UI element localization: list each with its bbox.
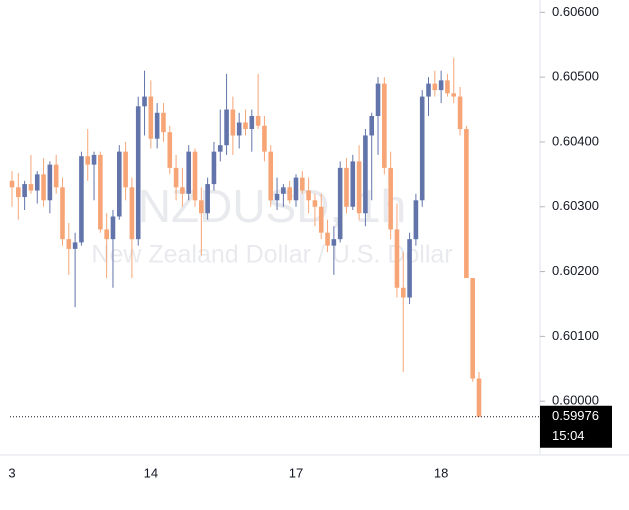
- candle-body: [28, 184, 34, 191]
- candle-body: [394, 229, 400, 288]
- candle-body: [167, 132, 173, 168]
- candle-body: [268, 151, 274, 201]
- candle-body: [79, 156, 84, 243]
- candle-body: [451, 93, 457, 97]
- y-tick-label: 0.60000: [552, 393, 599, 408]
- candle-body: [274, 193, 280, 201]
- candle-body: [476, 378, 482, 417]
- candle-body: [186, 151, 192, 194]
- candle-body: [419, 96, 425, 201]
- candle-body: [180, 187, 185, 194]
- last-price-box: [540, 405, 612, 448]
- candle-body: [255, 116, 261, 126]
- last-price-label: 0.59976: [552, 408, 599, 423]
- candle-body: [318, 206, 324, 233]
- candle-body: [60, 187, 65, 240]
- candle-body: [135, 106, 141, 240]
- candle-body: [445, 80, 450, 94]
- candle-body: [369, 116, 375, 136]
- candle-body: [110, 216, 116, 240]
- candle-body: [356, 161, 362, 214]
- candle-body: [382, 83, 387, 168]
- y-tick-label: 0.60400: [552, 133, 599, 148]
- candle-body: [281, 187, 286, 194]
- candle-body: [299, 177, 305, 191]
- candle-body: [217, 145, 223, 152]
- candle-body: [34, 174, 40, 191]
- countdown-label: 15:04: [552, 428, 585, 443]
- y-tick-label: 0.60500: [552, 69, 599, 84]
- candle-body: [262, 125, 267, 152]
- candle-body: [47, 164, 53, 201]
- candle-body: [230, 109, 236, 136]
- candle-body: [85, 156, 91, 165]
- candle-body: [91, 154, 97, 165]
- candle-body: [438, 80, 444, 91]
- candle-body: [173, 167, 179, 188]
- candle-body: [249, 116, 255, 129]
- candle-body: [457, 96, 463, 129]
- candle-body: [53, 164, 59, 188]
- candle-body: [16, 187, 21, 198]
- candle-body: [413, 200, 419, 240]
- x-tick-label: 17: [289, 465, 303, 480]
- candle-body: [129, 187, 135, 240]
- candle-body: [400, 287, 406, 298]
- candle-body: [224, 109, 229, 146]
- candle-body: [41, 174, 46, 201]
- candle-body: [306, 190, 311, 201]
- candle-body: [22, 184, 27, 198]
- candle-body: [72, 242, 78, 249]
- y-tick-label: 0.60600: [552, 4, 599, 19]
- candle-body: [148, 96, 154, 139]
- candle-body: [331, 239, 337, 246]
- candle-body: [104, 229, 109, 240]
- candle-body: [344, 167, 349, 207]
- candle-body: [161, 112, 166, 133]
- candle-body: [116, 151, 122, 217]
- y-tick-label: 0.60200: [552, 263, 599, 278]
- candle-body: [98, 154, 103, 230]
- watermark-subtitle: New Zealand Dollar / U.S. Dollar: [91, 241, 452, 269]
- candle-body: [236, 122, 242, 136]
- candle-body: [388, 167, 393, 230]
- y-tick-label: 0.60300: [552, 198, 599, 213]
- candle-body: [470, 278, 475, 379]
- candle-body: [464, 128, 469, 279]
- y-tick-label: 0.60100: [552, 328, 599, 343]
- candle-body: [375, 83, 381, 117]
- x-tick-label: 18: [434, 465, 448, 480]
- candle-body: [407, 239, 412, 298]
- x-tick-label: 3: [8, 465, 15, 480]
- candle-body: [312, 200, 318, 207]
- candle-body: [325, 232, 330, 246]
- candle-body: [123, 151, 128, 188]
- candle-body: [432, 83, 438, 91]
- candle-body: [154, 112, 160, 139]
- candle-body: [363, 135, 368, 214]
- candle-body: [293, 177, 299, 201]
- candle-body: [426, 83, 431, 97]
- candle-body: [142, 96, 147, 107]
- candle-body: [287, 187, 292, 201]
- candle-body: [9, 180, 15, 188]
- candle-body: [205, 184, 210, 214]
- candle-body: [66, 239, 72, 249]
- x-tick-label: 14: [144, 465, 158, 480]
- candle-body: [199, 200, 204, 214]
- candle-body: [192, 151, 198, 201]
- candle-body: [337, 167, 343, 240]
- candle-body: [350, 161, 356, 207]
- candle-body: [211, 151, 217, 185]
- candle-body: [243, 122, 248, 129]
